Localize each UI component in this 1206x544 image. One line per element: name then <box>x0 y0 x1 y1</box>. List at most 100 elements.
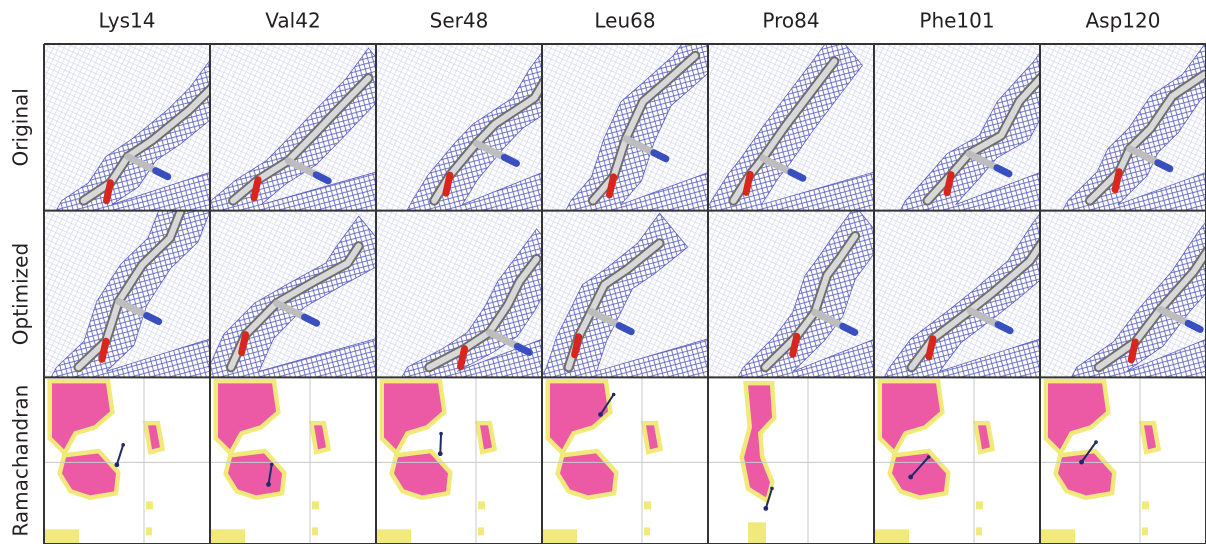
panel-content <box>708 377 874 544</box>
rama-region <box>148 425 160 449</box>
rama-region <box>146 527 152 535</box>
rama-region <box>1040 529 1075 544</box>
panel <box>203 44 396 216</box>
column-header: Pro84 <box>762 9 819 33</box>
rama-region <box>1058 453 1112 495</box>
shift-point <box>927 455 931 459</box>
panel-content <box>542 26 723 216</box>
oxygen <box>254 180 258 198</box>
panel-content <box>376 211 565 383</box>
rama-region <box>748 522 766 544</box>
rama-region <box>480 425 492 449</box>
column-header: Lys14 <box>98 9 155 33</box>
shift-point <box>598 412 603 417</box>
panel <box>708 377 874 544</box>
oxygen <box>575 337 579 355</box>
oxygen <box>947 175 951 193</box>
rama-region <box>62 453 116 495</box>
shift-arrow <box>440 434 441 454</box>
rama-region <box>44 529 79 544</box>
rama-region <box>228 453 282 495</box>
row-label: Optimized <box>9 243 33 345</box>
panel <box>542 26 723 216</box>
shift-point <box>270 463 274 467</box>
rama-region <box>478 501 485 509</box>
panel-bg <box>708 377 874 544</box>
panel-content <box>708 206 883 382</box>
rama-region <box>478 527 484 535</box>
oxygen <box>609 177 613 195</box>
panel-content <box>44 377 210 544</box>
oxygen <box>1131 342 1135 360</box>
shift-point <box>1079 460 1084 465</box>
oxygen <box>242 335 246 353</box>
panel <box>376 211 565 383</box>
panel-content <box>376 377 542 544</box>
rama-region <box>210 529 245 544</box>
rama-region <box>1142 527 1148 535</box>
panel-content <box>1040 377 1206 544</box>
oxygen <box>446 175 450 193</box>
shift-point <box>1094 440 1098 444</box>
rama-region <box>892 453 946 495</box>
panel-content <box>542 377 708 544</box>
panel-content <box>210 377 376 544</box>
shift-point <box>439 432 443 436</box>
oxygen <box>746 174 750 192</box>
rama-region <box>978 425 990 449</box>
panel-content <box>1040 44 1206 216</box>
rama-region <box>1142 501 1149 509</box>
shift-point <box>266 482 271 487</box>
shift-point <box>121 443 125 447</box>
rama-region <box>976 501 983 509</box>
rama-region <box>1144 425 1156 449</box>
panel <box>539 211 713 383</box>
oxygen <box>461 349 465 367</box>
rama-region <box>560 453 614 495</box>
panel <box>376 377 542 544</box>
rama-region <box>312 501 319 509</box>
rama-region <box>146 501 153 509</box>
rama-region <box>314 425 326 449</box>
panel-content <box>203 44 396 216</box>
rama-region <box>644 527 650 535</box>
rama-region <box>394 453 448 495</box>
shift-point <box>908 475 913 480</box>
rama-region <box>644 501 651 509</box>
oxygen <box>106 183 110 201</box>
panel <box>210 377 376 544</box>
panel-content <box>703 31 879 215</box>
rama-region <box>976 527 982 535</box>
rama-region <box>542 529 577 544</box>
shift-point <box>770 487 774 491</box>
panel <box>1040 44 1206 216</box>
oxygen <box>793 336 797 354</box>
column-header: Phe101 <box>919 9 994 33</box>
row-label: Ramachandran <box>9 385 33 537</box>
column-header: Val42 <box>265 9 320 33</box>
panel <box>1040 377 1206 544</box>
column-header: Asp120 <box>1086 9 1161 33</box>
shift-point <box>114 462 119 467</box>
oxygen <box>102 341 106 359</box>
panels <box>44 26 1206 544</box>
shift-point <box>763 506 768 511</box>
panel <box>708 206 883 382</box>
panel <box>542 377 708 544</box>
panel <box>703 31 879 215</box>
rama-region <box>646 425 658 449</box>
column-header: Ser48 <box>430 9 489 33</box>
oxygen <box>929 339 933 357</box>
panel-content <box>201 211 387 383</box>
shift-point <box>438 451 443 456</box>
column-header: Leu68 <box>594 9 655 33</box>
oxygen <box>1115 172 1119 190</box>
panel-content <box>874 377 1040 544</box>
rama-region <box>874 529 909 544</box>
panel <box>44 377 210 544</box>
figure: Lys14 Val42 Ser48 Leu68 Pro84 Phe101 Asp120 Ori… <box>0 0 1206 544</box>
row-label: Original <box>9 88 33 166</box>
rama-region <box>376 529 411 544</box>
panel <box>201 211 387 383</box>
shift-point <box>612 393 616 397</box>
